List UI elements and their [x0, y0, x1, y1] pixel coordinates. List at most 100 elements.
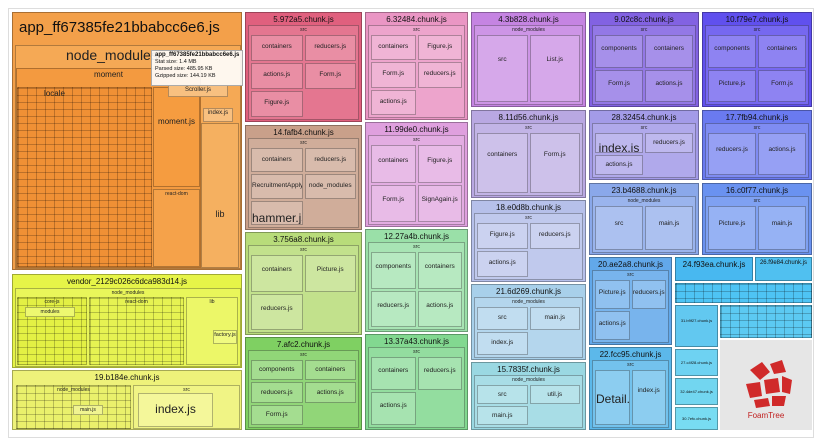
module-label: src [413, 137, 420, 143]
chunk[interactable]: 11.99de0.chunk.js src containers Figure.js F… [365, 122, 468, 227]
module-label: src [640, 125, 648, 131]
chunk[interactable]: vendor_2129c026c6dca983d14.js node_modul… [12, 274, 242, 368]
chunk[interactable]: 28.32454.chunk.js src index.js reducers.js a… [589, 110, 699, 180]
module: react-dom [153, 189, 200, 267]
module: Form.js [758, 69, 806, 102]
module: components [595, 35, 643, 68]
chunk[interactable]: 9.02c8c.chunk.js src components containers F… [589, 12, 699, 107]
chunk[interactable]: 23.b4688.chunk.js node_modules src main.js [589, 183, 699, 255]
module-label: src [300, 247, 307, 253]
chunk-title: 26.f9e84.chunk.js [759, 260, 808, 266]
module: main.js [477, 406, 528, 425]
module-label: containers [378, 367, 409, 375]
module-label: node_modules [512, 27, 545, 33]
chunk[interactable]: 24.f93ea.chunk.js [675, 257, 753, 281]
chunk-title: 12.27a4b.chunk.js [384, 232, 449, 241]
module: containers [371, 357, 416, 390]
module-label: Scroller.js [184, 87, 211, 93]
chunk[interactable]: 17.7fb94.chunk.js src reducers.js actions.j… [702, 110, 812, 180]
module-label: Form.js [608, 79, 630, 87]
module-label: src [614, 219, 624, 227]
chunk[interactable]: 8.11d56.chunk.js src containers Form.js [471, 110, 586, 198]
module: reducers.js [417, 357, 462, 390]
tooltip-stat: Stat size: 1.4 MB [155, 59, 197, 65]
module-label: components [259, 366, 295, 374]
module: Picture.js [708, 206, 756, 250]
chunk[interactable]: 3.756a8.chunk.js src containers Picture.js r… [245, 232, 362, 335]
module: Form.js [371, 62, 416, 88]
chunk[interactable]: 19.b184e.chunk.js node_modules src index… [12, 370, 242, 430]
chunk[interactable]: 27.c4f28.chunk.js [675, 349, 718, 376]
module-label: Form.js [771, 79, 793, 87]
chunk[interactable]: 14.fafb4.chunk.js src containers reducers.j… [245, 125, 362, 230]
module: Picture.js [595, 280, 630, 309]
module-label: modules [40, 309, 60, 315]
module-label: components [601, 45, 637, 53]
chunk-title: 28.32454.chunk.js [611, 113, 677, 122]
chunk[interactable]: 32.4de47.chunk.js [675, 378, 718, 405]
module-label: Figure.js [427, 156, 453, 164]
module-label: node_modules [512, 299, 545, 305]
chunk-title: 5.972a5.chunk.js [273, 15, 334, 24]
chunk[interactable]: 10.f79e7.chunk.js src components containers… [702, 12, 812, 107]
chunk[interactable]: 6.32484.chunk.js src containers Figure.js Fo… [365, 12, 468, 120]
module: containers [477, 133, 528, 193]
chunk-title: 8.11d56.chunk.js [498, 113, 559, 122]
chunk-group[interactable] [720, 305, 812, 338]
chunk[interactable]: 16.c0f77.chunk.js src Picture.js main.js [702, 183, 812, 255]
chunk-title: app_ff67385fe21bbabcc6e6.js [19, 19, 220, 36]
module-label: locale [44, 89, 65, 98]
chunk[interactable]: 7.afc2.chunk.js src components containers re… [245, 337, 362, 430]
module-label: src [300, 27, 307, 33]
module: reducers.js [371, 290, 416, 327]
chunk[interactable]: 13.37a43.chunk.js src containers reducers.j… [365, 334, 468, 430]
module: index.js [138, 393, 213, 427]
chunk-title: 16.c0f77.chunk.js [725, 186, 789, 195]
chunk[interactable]: 20.ae2a8.chunk.js src Picture.js reducers.j… [589, 257, 672, 345]
chunk[interactable]: 4.3b828.chunk.js node_modules src List.js [471, 12, 586, 107]
chunk[interactable]: 31.b9f27.chunk.js [675, 305, 718, 347]
module-label: reducers.js [423, 70, 456, 78]
module-label: src [497, 391, 507, 399]
module: containers [371, 145, 416, 183]
chunk-title: 14.fafb4.chunk.js [273, 128, 334, 137]
module-label: src [753, 125, 761, 131]
module: actions.js [304, 382, 356, 403]
module: containers [251, 148, 303, 173]
module-label: actions.js [605, 161, 633, 169]
module-label: Figure.js [489, 231, 515, 239]
module: src containers reducers.js actions.js Form.j… [248, 25, 359, 120]
module: reducers.js [631, 280, 666, 309]
module-label: Picture.js [718, 79, 746, 87]
chunk[interactable]: 26.f9e84.chunk.js [755, 257, 812, 281]
chunk-title: 17.7fb94.chunk.js [725, 113, 789, 122]
module-label: reducers.js [423, 367, 456, 375]
module-label: node_modules [111, 290, 145, 296]
chunk-title: 10.f79e7.chunk.js [725, 15, 789, 24]
chunk-title: 27.c4f28.chunk.js [680, 360, 713, 365]
module-label: actions.js [655, 79, 683, 87]
chunk[interactable]: app_ff67385fe21bbabcc6e6.js node_modules… [12, 12, 242, 270]
module: node_modules src main.js index.js [474, 297, 583, 358]
module-label: containers [261, 155, 292, 163]
module: src Picture.js reducers.js actions.js [592, 270, 669, 343]
chunk[interactable]: 18.e0d8b.chunk.js src Figure.js reducers.js… [471, 200, 586, 282]
tooltip-parsed: Parsed size: 485.95 KB [155, 66, 213, 72]
chunk-group[interactable] [675, 283, 812, 303]
chunk-title: 19.b184e.chunk.js [94, 373, 160, 382]
module-label: containers [767, 45, 797, 53]
chunk[interactable]: 12.27a4b.chunk.js src components containers… [365, 229, 468, 332]
module: reducers.js [304, 35, 356, 61]
module-label: containers [315, 366, 346, 374]
chunk[interactable]: 15.7835f.chunk.js node_modules src util.js m… [471, 362, 586, 430]
module: containers [758, 35, 806, 68]
frame [8, 8, 814, 438]
chunk[interactable]: 22.fcc95.chunk.js src Detail.js index.js [589, 347, 672, 430]
chunk[interactable]: 30.7efc.chunk.js [675, 407, 718, 430]
chunk-title: 9.02c8c.chunk.js [614, 15, 674, 24]
chunk[interactable]: 5.972a5.chunk.js src containers reducers.js… [245, 12, 362, 122]
module: src components containers Picture.js Form.js [705, 25, 809, 105]
module-label: components [375, 263, 411, 271]
module-label: src [753, 198, 761, 204]
chunk[interactable]: 21.6d269.chunk.js node_modules src main.js i… [471, 284, 586, 360]
